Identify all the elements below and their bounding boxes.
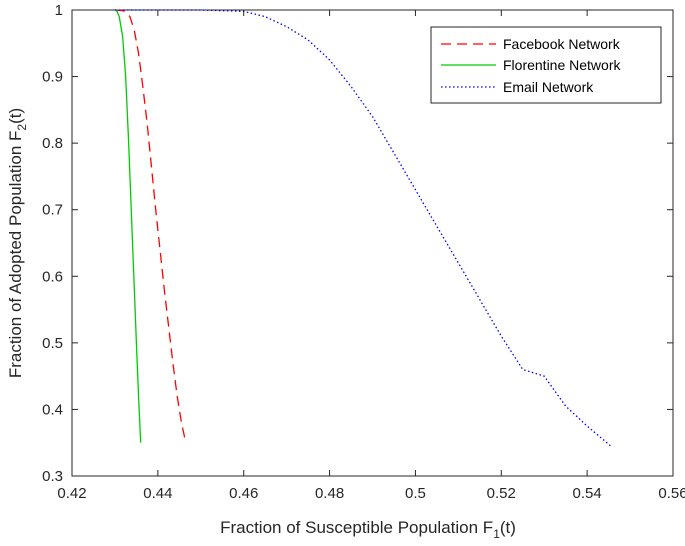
y-tick-label: 1 <box>55 2 63 19</box>
series-line-florentine-network <box>114 9 142 443</box>
x-tick-label: 0.42 <box>57 485 86 502</box>
x-tick-label: 0.46 <box>229 485 258 502</box>
x-tick-label: 0.44 <box>143 485 172 502</box>
y-axis-title-suffix: (t) <box>6 108 25 124</box>
x-axis-title: Fraction of Susceptible Population F1(t) <box>220 518 516 541</box>
x-axis-title-main: Fraction of Susceptible Population F <box>220 518 493 537</box>
y-axis-title-subscript: 2 <box>15 124 29 131</box>
series-layer <box>114 9 612 447</box>
series-line-email-network <box>114 9 612 447</box>
x-tick-label: 0.54 <box>573 485 602 502</box>
legend-label-facebook: Facebook Network <box>503 36 621 52</box>
legend-label-email: Email Network <box>503 79 594 95</box>
series-line-facebook-network <box>114 9 187 443</box>
x-tick-label: 0.48 <box>315 485 344 502</box>
y-axis-title-main: Fraction of Adopted Population F <box>6 131 25 379</box>
y-tick-label: 0.8 <box>42 135 63 152</box>
y-tick-label: 0.7 <box>42 202 63 219</box>
legend-label-florentine: Florentine Network <box>503 57 621 73</box>
y-axis-title: Fraction of Adopted Population F2(t) <box>6 108 29 378</box>
x-tick-label: 0.5 <box>405 485 426 502</box>
x-tick-label: 0.56 <box>658 485 685 502</box>
y-tick-label: 0.4 <box>42 401 63 418</box>
legend: Facebook Network Florentine Network Emai… <box>430 26 662 104</box>
x-axis-title-suffix: (t) <box>500 518 516 537</box>
x-tick-label: 0.52 <box>487 485 516 502</box>
tick-layer: 0.42 0.44 0.46 0.48 0.5 0.52 0.54 0.56 0.3 0.4 0.5… <box>42 2 685 502</box>
y-tick-label: 0.6 <box>42 268 63 285</box>
x-axis-title-subscript: 1 <box>493 527 500 541</box>
y-tick-label: 0.9 <box>42 69 63 86</box>
y-tick-label: 0.3 <box>42 468 63 485</box>
y-tick-label: 0.5 <box>42 335 63 352</box>
